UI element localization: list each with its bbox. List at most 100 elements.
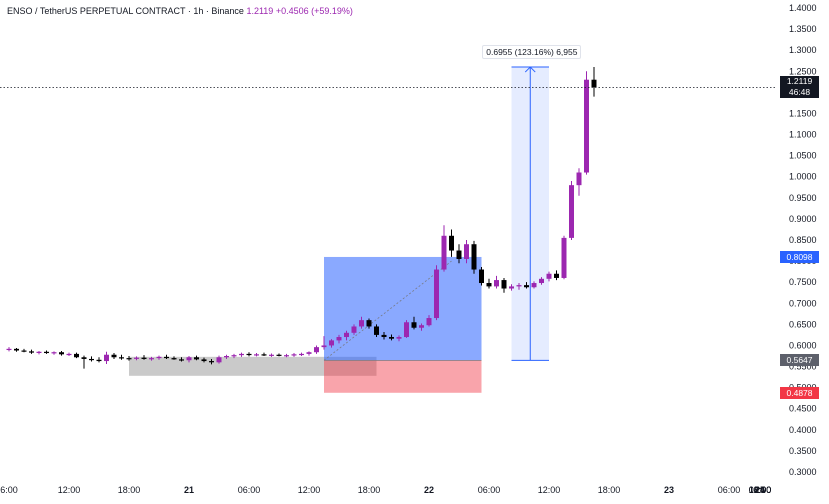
x-tick-label: 6:00 — [0, 485, 18, 495]
x-tick-label: 22 — [424, 485, 434, 495]
entry-price-tag: 0.5647 — [780, 354, 819, 367]
candle-body — [126, 358, 132, 360]
x-tick-label: 21 — [184, 485, 194, 495]
y-tick-label: 1.0000 — [789, 172, 817, 182]
candle-body — [74, 353, 79, 358]
candle-body — [254, 354, 259, 356]
candle-body — [36, 351, 42, 353]
y-tick-label: 1.0500 — [789, 151, 817, 161]
candle-body — [269, 354, 274, 356]
candle-body — [149, 358, 154, 360]
candle-body — [411, 322, 417, 328]
y-tick-label: 0.8500 — [789, 235, 817, 245]
candle-body — [119, 357, 124, 359]
stop-zone — [324, 360, 482, 393]
candle-body — [464, 244, 469, 259]
current-price-label: 1.2119 — [786, 76, 813, 87]
candle-body — [156, 356, 162, 359]
candle-body — [479, 269, 484, 284]
candle-body — [366, 320, 372, 327]
candle-body — [134, 357, 139, 359]
candle-body — [314, 347, 319, 353]
y-tick-label: 1.3500 — [789, 24, 817, 34]
last-price: 1.2119 — [246, 6, 274, 16]
candle-body — [434, 269, 439, 319]
y-tick-label: 0.4000 — [789, 425, 817, 435]
candle-body — [546, 273, 552, 279]
x-tick-label: 12:00 — [538, 485, 561, 495]
candle-body — [359, 320, 364, 327]
candle-body — [96, 359, 102, 362]
candle-body — [374, 326, 379, 335]
x-tick-label: 24 — [755, 485, 765, 495]
x-tick-label: 25 — [755, 485, 765, 495]
candle-body — [276, 354, 282, 356]
candle-body — [381, 334, 387, 338]
y-tick-label: 1.1500 — [789, 108, 817, 118]
candle-body — [299, 353, 304, 356]
x-tick-label: 12:00 — [749, 485, 772, 495]
candle-body — [576, 172, 582, 186]
candle-body — [306, 352, 312, 354]
candle-body — [524, 285, 529, 288]
candle-body — [59, 352, 64, 355]
candle-body — [224, 356, 229, 358]
y-tick-label: 0.7500 — [789, 277, 817, 287]
x-tick-label: 06:00 — [238, 485, 261, 495]
current-price-tag: 1.2119 46:48 — [780, 76, 819, 99]
candle-body — [284, 355, 289, 357]
range-box — [129, 356, 377, 376]
candle-body — [396, 337, 402, 339]
x-tick-label: 06:00 — [718, 485, 741, 495]
candle-body — [321, 345, 327, 348]
x-tick-label: 12:00 — [298, 485, 321, 495]
target-price-tag: 0.8098 — [780, 250, 819, 263]
candle-body — [561, 237, 567, 278]
candle-body — [569, 185, 574, 238]
candle-body — [494, 280, 499, 287]
candle-body — [111, 354, 117, 358]
candle-body — [141, 357, 147, 359]
y-tick-label: 1.2500 — [789, 66, 817, 76]
x-tick-label: 18:00 — [749, 485, 772, 495]
candle-body — [246, 353, 252, 356]
x-tick-label: 18:00 — [749, 485, 772, 495]
position-diagonal — [323, 260, 452, 361]
candle-body — [201, 359, 207, 362]
candle-body — [261, 354, 267, 356]
y-tick-label: 0.6000 — [789, 340, 817, 350]
candle-body — [554, 273, 559, 278]
candle-body — [239, 353, 244, 356]
y-tick-label: 0.9000 — [789, 214, 817, 224]
candle-body — [449, 235, 454, 251]
x-tick-label: 18:00 — [598, 485, 621, 495]
candle-body — [516, 285, 522, 287]
candle-body — [179, 359, 184, 361]
candle-body — [14, 348, 19, 351]
countdown-timer: 46:48 — [788, 87, 811, 98]
y-tick-label: 1.3000 — [789, 45, 817, 55]
candle-body — [456, 250, 462, 259]
chart-header: ENSO / TetherUS PERPETUAL CONTRACT · 1h … — [7, 6, 353, 16]
y-tick-label: 1.4000 — [789, 3, 817, 13]
candle-body — [66, 353, 72, 356]
candle-body — [344, 332, 349, 338]
y-tick-label: 0.3000 — [789, 467, 817, 477]
symbol-title: ENSO / TetherUS PERPETUAL CONTRACT · 1h … — [7, 6, 244, 16]
measure-tooltip: 0.6955 (123.16%) 6,955 — [482, 45, 582, 60]
candle-body — [419, 325, 424, 328]
candle-body — [486, 283, 492, 287]
x-tick-label: 12:00 — [749, 485, 772, 495]
candle-body — [89, 358, 94, 361]
y-tick-label: 0.5500 — [789, 362, 817, 372]
candle-body — [81, 357, 87, 359]
candle-body — [21, 350, 27, 352]
candle-body — [404, 322, 409, 338]
candle-body — [44, 351, 49, 354]
stop-price-tag: 0.4878 — [780, 386, 819, 399]
candle-body — [29, 351, 34, 353]
candle-body — [6, 348, 12, 351]
candle-body — [426, 318, 432, 326]
y-tick-label: 0.6500 — [789, 319, 817, 329]
